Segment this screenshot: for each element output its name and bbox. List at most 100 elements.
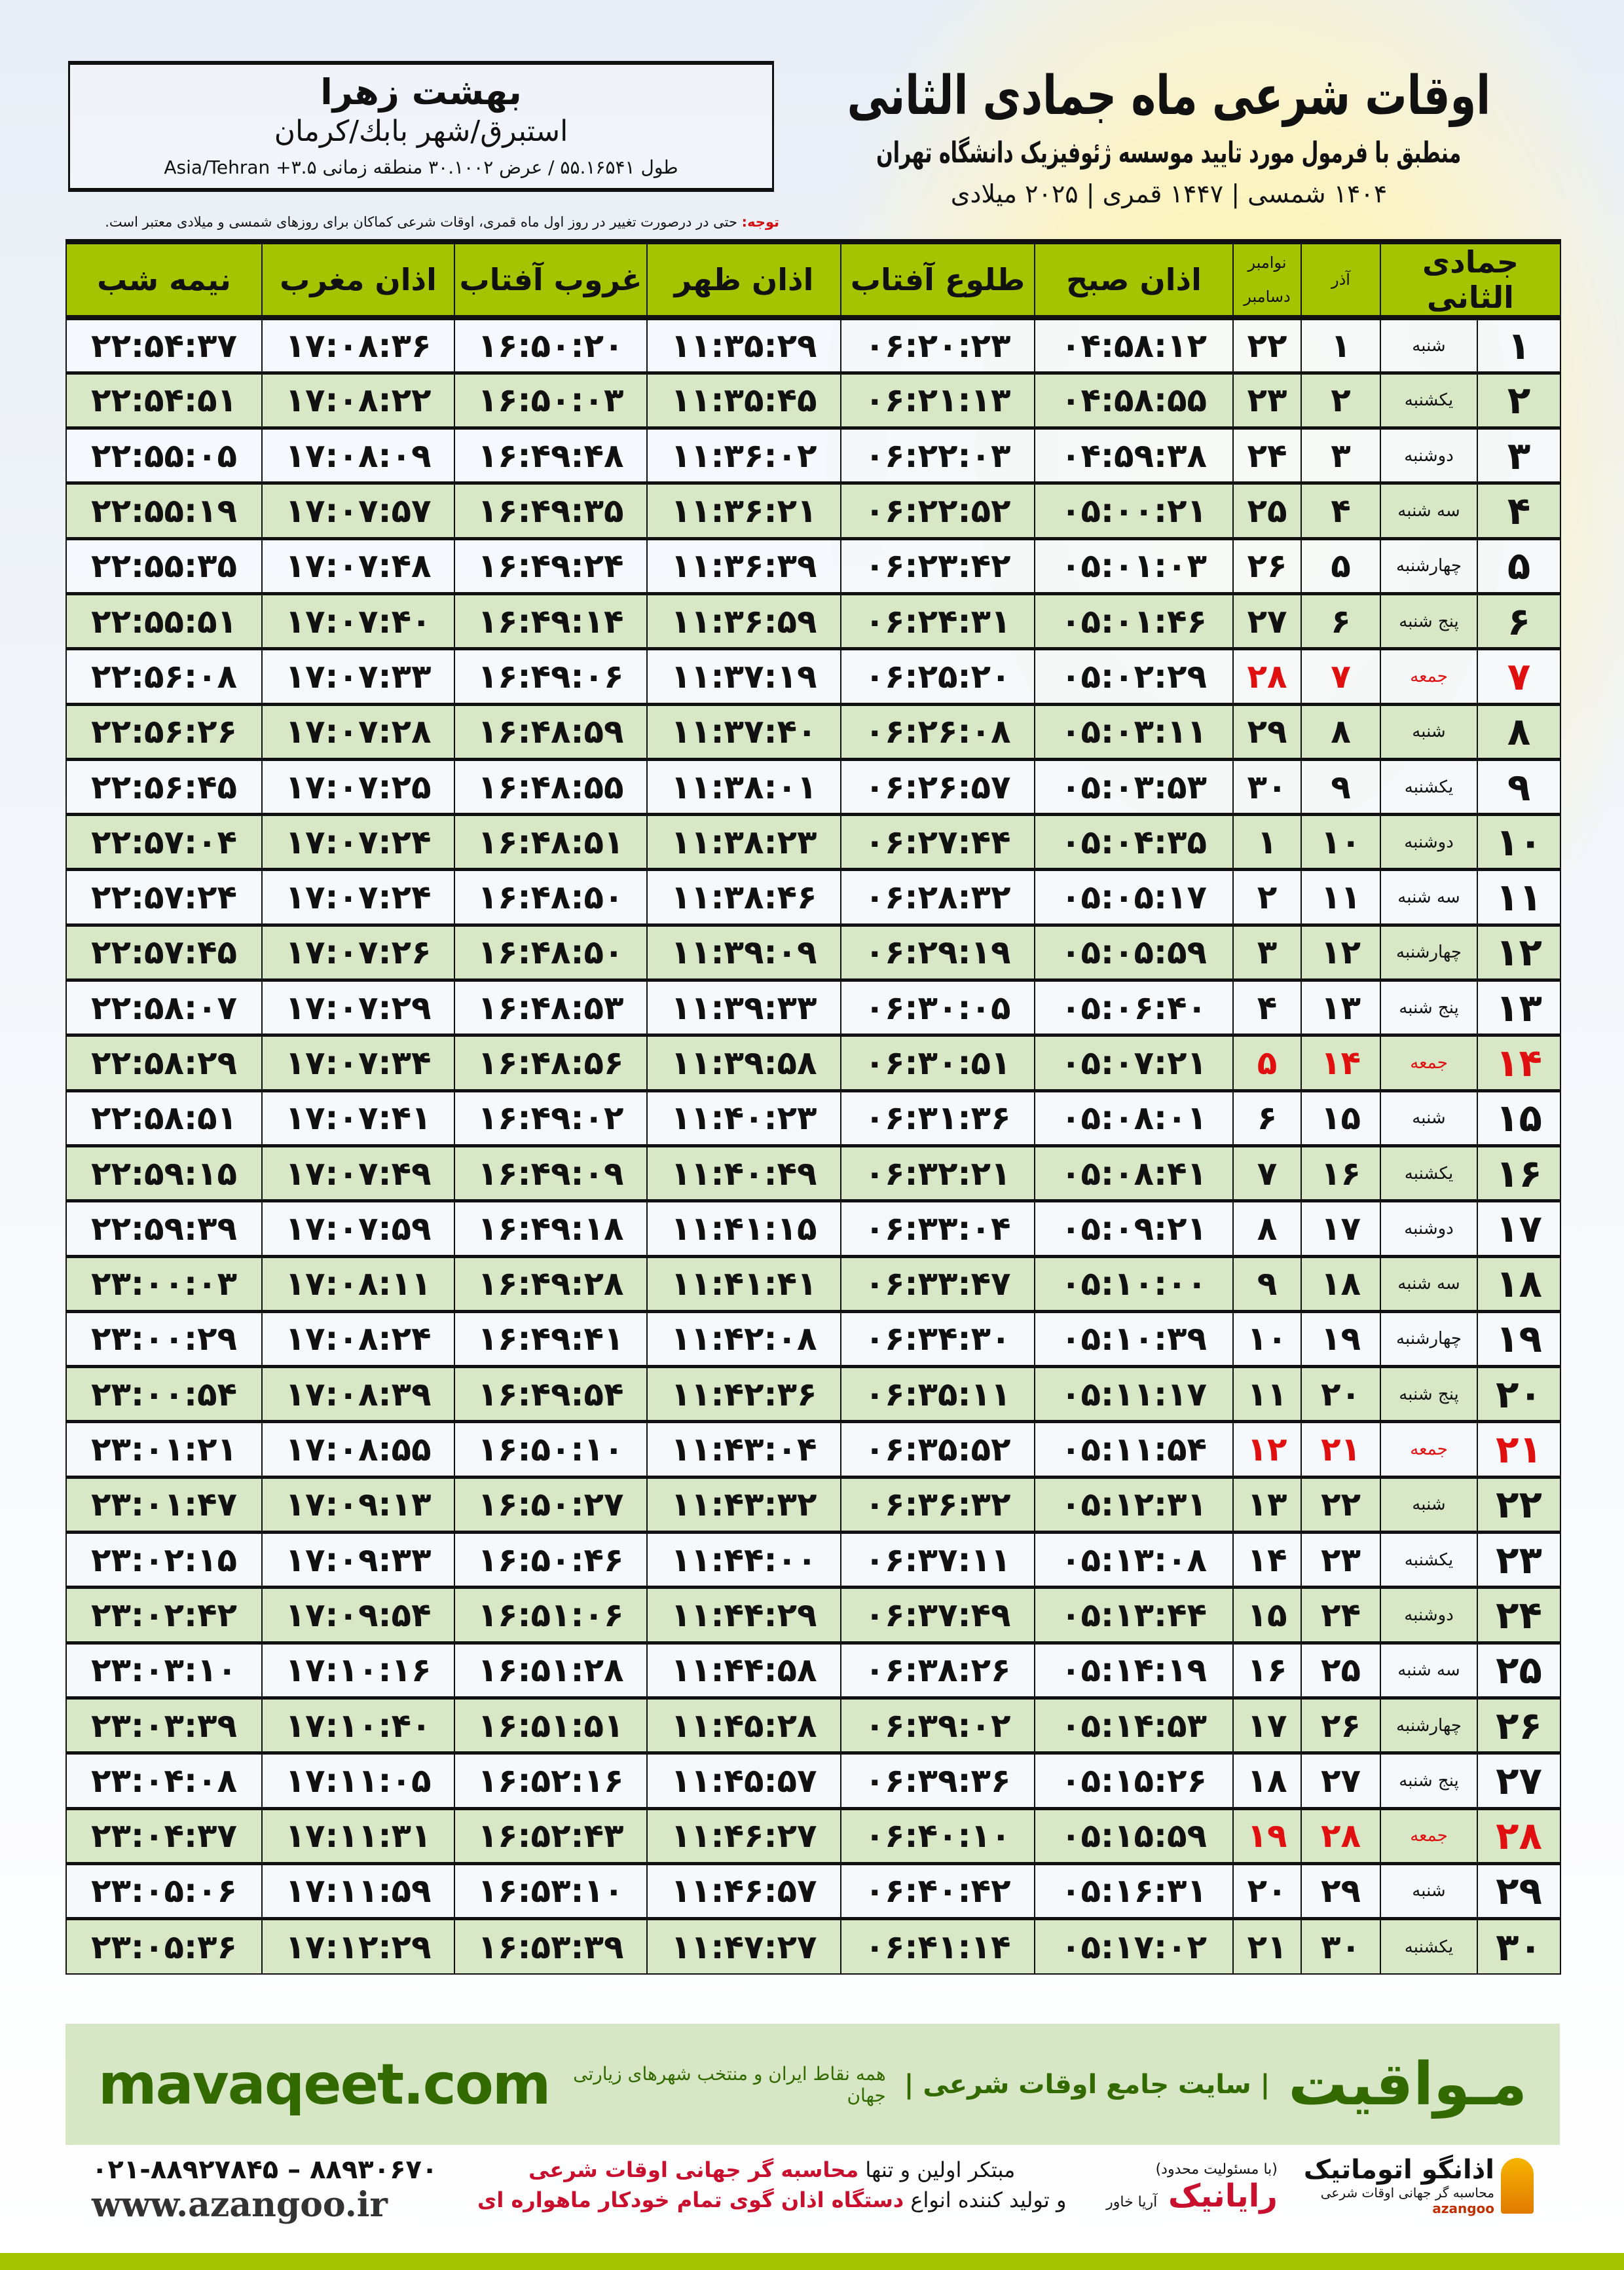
azangoo-name: اذانگو اتوماتیک — [1303, 2155, 1494, 2185]
maghrib-time: ۱۷:۰۷:۵۷ — [261, 481, 455, 540]
table-row: ۲۸ جمعه ۲۸ ۱۹ ۰۵:۱۵:۵۹ ۰۶:۴۰:۱۰ ۱۱:۴۶:۲۷ ۱۶:۵۲:… — [65, 1806, 1562, 1865]
azar-day: ۲۳ — [1301, 1531, 1381, 1588]
zohr-time: ۱۱:۳۹:۵۸ — [646, 1033, 841, 1092]
sobh-time: ۰۵:۰۷:۲۱ — [1034, 1033, 1234, 1092]
tolu-time-value: ۰۶:۳۱:۳۶ — [864, 1099, 1011, 1138]
gregorian-day: ۱۲ — [1232, 1420, 1302, 1478]
gregorian-day-value: ۱۶ — [1247, 1651, 1287, 1690]
tolu-time: ۰۶:۳۳:۰۴ — [840, 1199, 1035, 1257]
tolu-time: ۰۶:۲۰:۲۳ — [840, 316, 1035, 374]
hijri-day-value: ۱۷ — [1496, 1206, 1542, 1251]
azar-day: ۱۵ — [1301, 1088, 1381, 1147]
sobh-time-value: ۰۵:۱۱:۱۷ — [1060, 1375, 1208, 1413]
sobh-time-value: ۰۵:۰۰:۲۱ — [1060, 492, 1208, 530]
sobh-time-value: ۰۵:۰۵:۵۹ — [1060, 933, 1208, 972]
weekday: دوشنبه — [1379, 813, 1479, 870]
zohr-time-value: ۱۱:۴۶:۵۷ — [671, 1872, 817, 1910]
ghorub-time-value: ۱۶:۴۹:۰۹ — [477, 1154, 624, 1193]
hijri-day: ۱۷ — [1477, 1199, 1562, 1257]
promo-line-1-highlight: محاسبه گر جهانی اوقات شرعی — [528, 2157, 859, 2182]
ghorub-time: ۱۶:۵۰:۲۷ — [454, 1475, 648, 1533]
maghrib-time-value: ۱۷:۰۷:۳۴ — [285, 1044, 432, 1082]
gregorian-day-value: ۲ — [1257, 878, 1278, 917]
sobh-time: ۰۴:۵۸:۵۵ — [1034, 371, 1234, 429]
maghrib-time-value: ۱۷:۰۷:۳۳ — [285, 657, 432, 696]
zohr-time: ۱۱:۴۲:۰۸ — [646, 1309, 841, 1368]
tolu-time: ۰۶:۲۶:۵۷ — [840, 757, 1035, 815]
sobh-time: ۰۵:۰۱:۴۶ — [1034, 591, 1234, 650]
azar-day: ۲۷ — [1301, 1751, 1381, 1810]
gregorian-day: ۱ — [1232, 813, 1302, 870]
years-line: ۱۴۰۴ شمسی | ۱۴۴۷ قمری | ۲۰۲۵ میلادی — [950, 179, 1388, 208]
maghrib-time: ۱۷:۰۷:۲۴ — [261, 868, 455, 926]
tolu-time-value: ۰۶:۴۰:۱۰ — [864, 1817, 1011, 1855]
maghrib-time-value: ۱۷:۰۸:۰۹ — [285, 436, 432, 475]
gregorian-day-value: ۲۴ — [1247, 436, 1287, 475]
azar-day: ۱۱ — [1301, 868, 1381, 926]
weekday-value: دوشنبه — [1404, 832, 1454, 852]
sobh-time: ۰۵:۰۹:۲۱ — [1034, 1199, 1234, 1257]
maghrib-time: ۱۷:۰۷:۲۸ — [261, 702, 455, 760]
zohr-time: ۱۱:۴۶:۲۷ — [646, 1806, 841, 1865]
site-link[interactable]: mavaqeet.com — [98, 2051, 551, 2117]
sobh-time-value: ۰۵:۰۱:۰۳ — [1060, 547, 1208, 586]
azar-day: ۱۰ — [1301, 813, 1381, 870]
ghorub-time-value: ۱۶:۵۰:۰۳ — [477, 381, 624, 420]
maghrib-time-value: ۱۷:۰۹:۵۴ — [285, 1595, 432, 1634]
weekday-value: یکشنبه — [1404, 1937, 1454, 1957]
gregorian-day: ۲۰ — [1232, 1861, 1302, 1920]
nimeshab-time-value: ۲۳:۰۵:۰۶ — [90, 1872, 238, 1910]
hijri-day: ۹ — [1477, 757, 1562, 815]
zohr-time-value: ۱۱:۴۲:۰۸ — [671, 1320, 817, 1358]
gregorian-day-value: ۲۸ — [1247, 657, 1287, 696]
nimeshab-time: ۲۲:۵۷:۴۵ — [65, 923, 263, 981]
region-name: استبرق/شهر بابك/كرمان — [274, 115, 568, 148]
website-link[interactable]: www.azangoo.ir — [92, 2185, 388, 2225]
ghorub-time: ۱۶:۵۱:۰۶ — [454, 1586, 648, 1644]
ghorub-time: ۱۶:۴۹:۱۸ — [454, 1199, 648, 1257]
ghorub-time-value: ۱۶:۵۲:۱۶ — [477, 1761, 624, 1800]
zohr-time: ۱۱:۳۹:۰۹ — [646, 923, 841, 981]
gregorian-day-value: ۹ — [1257, 1265, 1278, 1303]
nimeshab-time: ۲۲:۵۶:۰۸ — [65, 647, 263, 705]
maghrib-time-value: ۱۷:۱۲:۲۹ — [285, 1927, 432, 1966]
azar-day: ۳۰ — [1301, 1917, 1381, 1975]
zohr-time-value: ۱۱:۳۷:۴۰ — [671, 713, 817, 751]
tolu-time-value: ۰۶:۴۱:۱۴ — [864, 1927, 1011, 1966]
ghorub-time-value: ۱۶:۴۸:۵۹ — [477, 713, 624, 751]
tolu-time: ۰۶:۳۰:۵۱ — [840, 1033, 1035, 1092]
maghrib-time: ۱۷:۰۸:۲۲ — [261, 371, 455, 429]
nimeshab-time: ۲۲:۵۵:۵۱ — [65, 591, 263, 650]
sobh-time: ۰۵:۱۴:۱۹ — [1034, 1641, 1234, 1699]
weekday: جمعه — [1379, 1420, 1479, 1478]
maghrib-time-value: ۱۷:۰۷:۲۶ — [285, 933, 432, 972]
nimeshab-time: ۲۲:۵۷:۰۴ — [65, 813, 263, 870]
hijri-day-value: ۱۵ — [1496, 1096, 1542, 1141]
hijri-day: ۲ — [1477, 371, 1562, 429]
hijri-day: ۱۴ — [1477, 1033, 1562, 1092]
weekday-value: دوشنبه — [1404, 1605, 1454, 1625]
sobh-time-value: ۰۵:۰۹:۲۱ — [1060, 1209, 1208, 1248]
gregorian-day: ۲۳ — [1232, 371, 1302, 429]
sobh-time: ۰۵:۱۵:۵۹ — [1034, 1806, 1234, 1865]
header-sobh: اذان صبح — [1034, 239, 1234, 320]
gregorian-day-value: ۱۳ — [1247, 1485, 1287, 1524]
promo-text: مبتکر اولین و تنها محاسبه گر جهانی اوقات… — [464, 2155, 1080, 2215]
nimeshab-time: ۲۳:۰۱:۴۷ — [65, 1475, 263, 1533]
weekday: شنبه — [1379, 1475, 1479, 1533]
maghrib-time-value: ۱۷:۰۷:۲۵ — [285, 768, 432, 806]
gregorian-day: ۴ — [1232, 978, 1302, 1036]
zohr-time: ۱۱:۴۴:۵۸ — [646, 1641, 841, 1699]
maghrib-time: ۱۷:۰۷:۲۹ — [261, 978, 455, 1036]
table-row: ۱۵ شنبه ۱۵ ۶ ۰۵:۰۸:۰۱ ۰۶:۳۱:۳۶ ۱۱:۴۰:۲۳ ۱۶:۴۹:۰… — [65, 1088, 1562, 1147]
maghrib-time: ۱۷:۱۱:۵۹ — [261, 1861, 455, 1920]
nimeshab-time: ۲۲:۵۶:۲۶ — [65, 702, 263, 760]
zohr-time-value: ۱۱:۳۶:۵۹ — [671, 602, 817, 641]
hijri-day: ۷ — [1477, 647, 1562, 705]
rayanik-name: رایانیک — [1168, 2178, 1278, 2214]
promo-line-1: مبتکر اولین و تنها — [858, 2157, 1016, 2182]
weekday: پنج شنبه — [1379, 1751, 1479, 1810]
azar-day-value: ۲۵ — [1320, 1651, 1361, 1690]
nimeshab-time: ۲۲:۵۴:۵۱ — [65, 371, 263, 429]
zohr-time-value: ۱۱:۴۰:۴۹ — [671, 1154, 817, 1193]
